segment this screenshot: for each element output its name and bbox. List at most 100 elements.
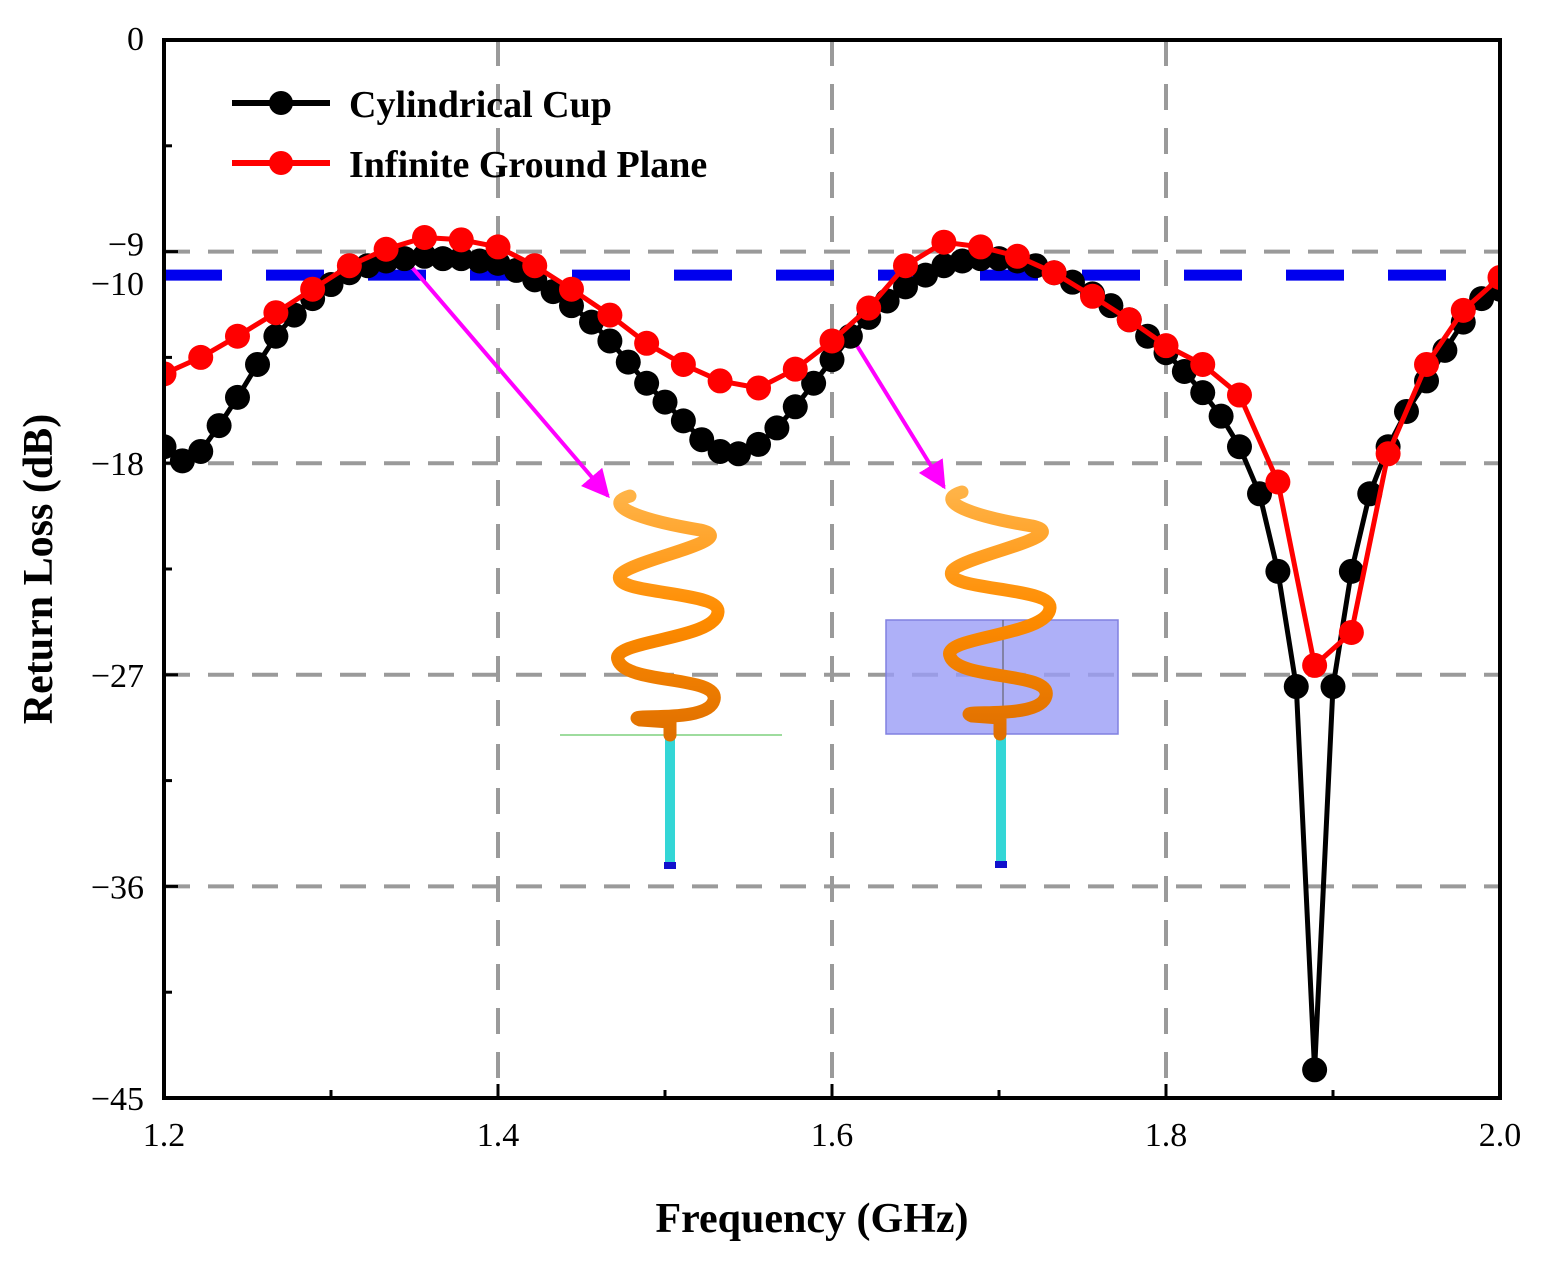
legend-label-cylindrical-cup: Cylindrical Cup xyxy=(349,84,612,126)
data-point xyxy=(856,295,882,321)
data-point xyxy=(1338,558,1364,584)
y-tick-label: −10 xyxy=(91,266,144,303)
data-point xyxy=(597,328,623,354)
data-point xyxy=(558,276,584,302)
data-point xyxy=(689,427,715,453)
data-point xyxy=(1004,243,1030,269)
x-tick-label: 1.4 xyxy=(477,1117,520,1154)
data-point xyxy=(1450,297,1476,323)
data-point xyxy=(1302,652,1328,678)
data-point xyxy=(1190,351,1216,377)
data-point xyxy=(707,438,733,464)
data-point xyxy=(652,389,678,415)
helix-ground-plane-inset xyxy=(560,489,782,869)
data-point xyxy=(615,349,641,375)
legend-item-cylindrical-cup: Cylindrical Cup xyxy=(232,84,612,126)
data-point xyxy=(412,224,438,250)
data-point xyxy=(448,246,474,272)
data-point xyxy=(522,253,548,279)
data-point xyxy=(224,384,250,410)
data-point xyxy=(597,302,623,328)
data-point xyxy=(164,361,177,387)
data-point xyxy=(782,356,808,382)
data-point xyxy=(1414,351,1440,377)
data-point xyxy=(634,330,660,356)
data-point xyxy=(412,243,438,269)
data-point xyxy=(430,246,456,272)
data-point xyxy=(931,229,957,255)
data-point xyxy=(281,302,307,328)
data-point xyxy=(1190,380,1216,406)
y-tick-label: −18 xyxy=(91,446,144,483)
data-point xyxy=(206,413,232,439)
data-point xyxy=(467,248,493,274)
y-tick-label: −36 xyxy=(91,869,144,906)
data-point xyxy=(746,431,772,457)
data-point xyxy=(1265,469,1291,495)
x-tick-label: 1.2 xyxy=(143,1117,186,1154)
data-point xyxy=(764,415,790,441)
data-point xyxy=(746,375,772,401)
data-point xyxy=(968,234,994,260)
x-axis: 1.2 1.4 1.6 1.8 2.0 xyxy=(143,1084,1522,1154)
data-point xyxy=(892,253,918,279)
y-tick-label: −45 xyxy=(91,1081,144,1118)
y-tick-label: −9 xyxy=(108,227,144,264)
x-tick-label: 2.0 xyxy=(1479,1117,1522,1154)
data-point xyxy=(913,262,939,288)
data-point xyxy=(819,328,845,354)
data-point xyxy=(169,448,195,474)
data-point xyxy=(300,276,326,302)
legend-label-infinite-ground-plane: Infinite Ground Plane xyxy=(349,144,707,186)
data-point xyxy=(391,246,417,272)
data-point xyxy=(1487,264,1500,290)
x-tick-label: 1.8 xyxy=(1145,1117,1188,1154)
y-tick-label: −27 xyxy=(91,658,144,695)
data-point xyxy=(1247,481,1273,507)
data-point xyxy=(1265,558,1291,584)
data-point xyxy=(1302,1057,1328,1083)
data-point xyxy=(224,323,250,349)
y-tick-label: 0 xyxy=(127,21,144,58)
data-point xyxy=(1226,382,1252,408)
data-point xyxy=(670,408,696,434)
data-point xyxy=(1208,403,1234,429)
data-point xyxy=(540,279,566,305)
y-axis: 0 −9−10 −18 −27 −36 −45 xyxy=(91,21,178,1118)
data-point xyxy=(782,394,808,420)
data-point xyxy=(336,253,362,279)
data-point xyxy=(670,351,696,377)
helix-cylindrical-cup-inset xyxy=(885,485,1119,868)
data-point xyxy=(1320,674,1346,700)
data-point xyxy=(1153,333,1179,359)
data-point xyxy=(819,347,845,373)
data-point xyxy=(725,441,751,467)
data-point xyxy=(1226,434,1252,460)
x-axis-title: Frequency (GHz) xyxy=(656,1196,969,1242)
data-point xyxy=(1116,307,1142,333)
data-point xyxy=(373,236,399,262)
legend: Cylindrical Cup Infinite Ground Plane xyxy=(232,84,707,186)
data-point xyxy=(1375,441,1401,467)
data-point xyxy=(801,370,827,396)
data-point xyxy=(1357,481,1383,507)
data-point xyxy=(1283,674,1309,700)
data-point xyxy=(634,370,660,396)
data-point xyxy=(1041,260,1067,286)
data-point xyxy=(263,300,289,326)
data-point xyxy=(245,351,271,377)
data-point xyxy=(263,323,289,349)
data-point xyxy=(188,438,214,464)
data-point xyxy=(892,274,918,300)
data-point xyxy=(188,344,214,370)
data-point xyxy=(1080,283,1106,309)
legend-item-infinite-ground-plane: Infinite Ground Plane xyxy=(232,144,707,186)
data-point xyxy=(1469,286,1495,312)
grid-lines xyxy=(164,40,1500,1098)
data-point xyxy=(707,368,733,394)
series-1 xyxy=(164,224,1500,678)
data-point xyxy=(949,248,975,274)
y-axis-title: Return Loss (dB) xyxy=(16,414,62,724)
inset-pointer-arrows xyxy=(390,242,946,499)
